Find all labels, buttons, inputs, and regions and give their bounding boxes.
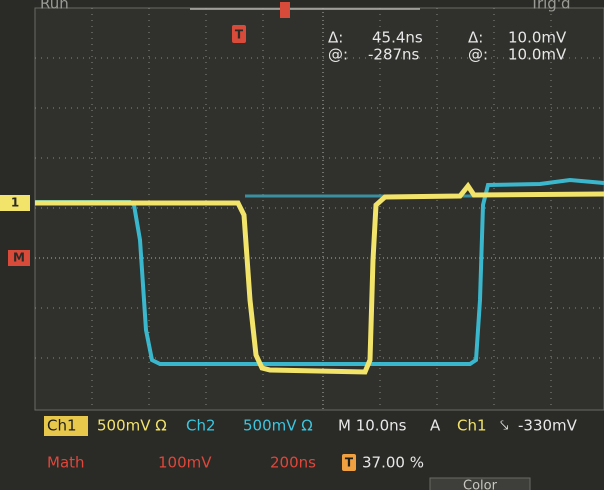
delta-time-label: Δ:: [328, 29, 343, 47]
at-time: -287ns: [368, 46, 420, 64]
graticule: [34, 7, 604, 411]
trigger-slope: ⤥: [500, 417, 508, 435]
color-button-label[interactable]: Color: [463, 479, 498, 490]
delta-volt-label: Δ:: [468, 29, 483, 47]
delta-volt: 10.0mV: [508, 29, 567, 47]
trigger-status: Trig'd: [529, 0, 570, 13]
trigger-position-icon-box: [342, 454, 356, 471]
timebase: M 10.0ns: [338, 417, 407, 435]
trigger-position-icon: T: [345, 456, 354, 470]
trigger-position: 37.00 %: [362, 454, 424, 472]
math-marker-label: M: [13, 251, 25, 265]
trigger-marker: [232, 25, 246, 43]
at-volt: 10.0mV: [508, 46, 567, 64]
trigger-source: Ch1: [457, 417, 487, 435]
color-button[interactable]: [429, 477, 531, 490]
ch1-label-box: [44, 416, 88, 436]
ch2-trace: [35, 177, 604, 366]
math-scale: 100mV: [158, 454, 212, 472]
at-time-label: @:: [328, 46, 348, 64]
math-marker: [8, 250, 30, 266]
graticule-frame: [34, 7, 604, 411]
trigger-mode: A: [430, 417, 441, 435]
run-status: Run: [40, 0, 69, 13]
delta-time: 45.4ns: [372, 29, 423, 47]
math-label: Math: [47, 454, 85, 472]
at-volt-label: @:: [468, 46, 488, 64]
ch1-trace: [35, 181, 604, 375]
record-position: [280, 2, 290, 18]
ch2-scale: 500mV Ω: [243, 417, 313, 435]
trigger-level: -330mV: [518, 417, 578, 435]
trigger-marker-label: T: [235, 28, 244, 42]
ch1-label: Ch1: [47, 417, 77, 435]
math-timebase: 200ns: [270, 454, 316, 472]
ch2-label: Ch2: [186, 417, 216, 435]
ch1-marker-label: 1: [11, 196, 19, 210]
ch1-marker: [0, 195, 30, 211]
ch1-scale: 500mV Ω: [97, 417, 167, 435]
